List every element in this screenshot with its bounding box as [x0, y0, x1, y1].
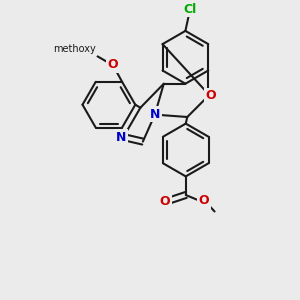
Text: O: O [160, 195, 170, 208]
Text: methoxy: methoxy [53, 44, 96, 54]
Text: O: O [206, 89, 216, 103]
Text: N: N [116, 130, 126, 144]
Text: N: N [150, 108, 160, 121]
Text: Cl: Cl [184, 3, 197, 16]
Text: O: O [108, 58, 118, 71]
Text: O: O [199, 194, 209, 208]
